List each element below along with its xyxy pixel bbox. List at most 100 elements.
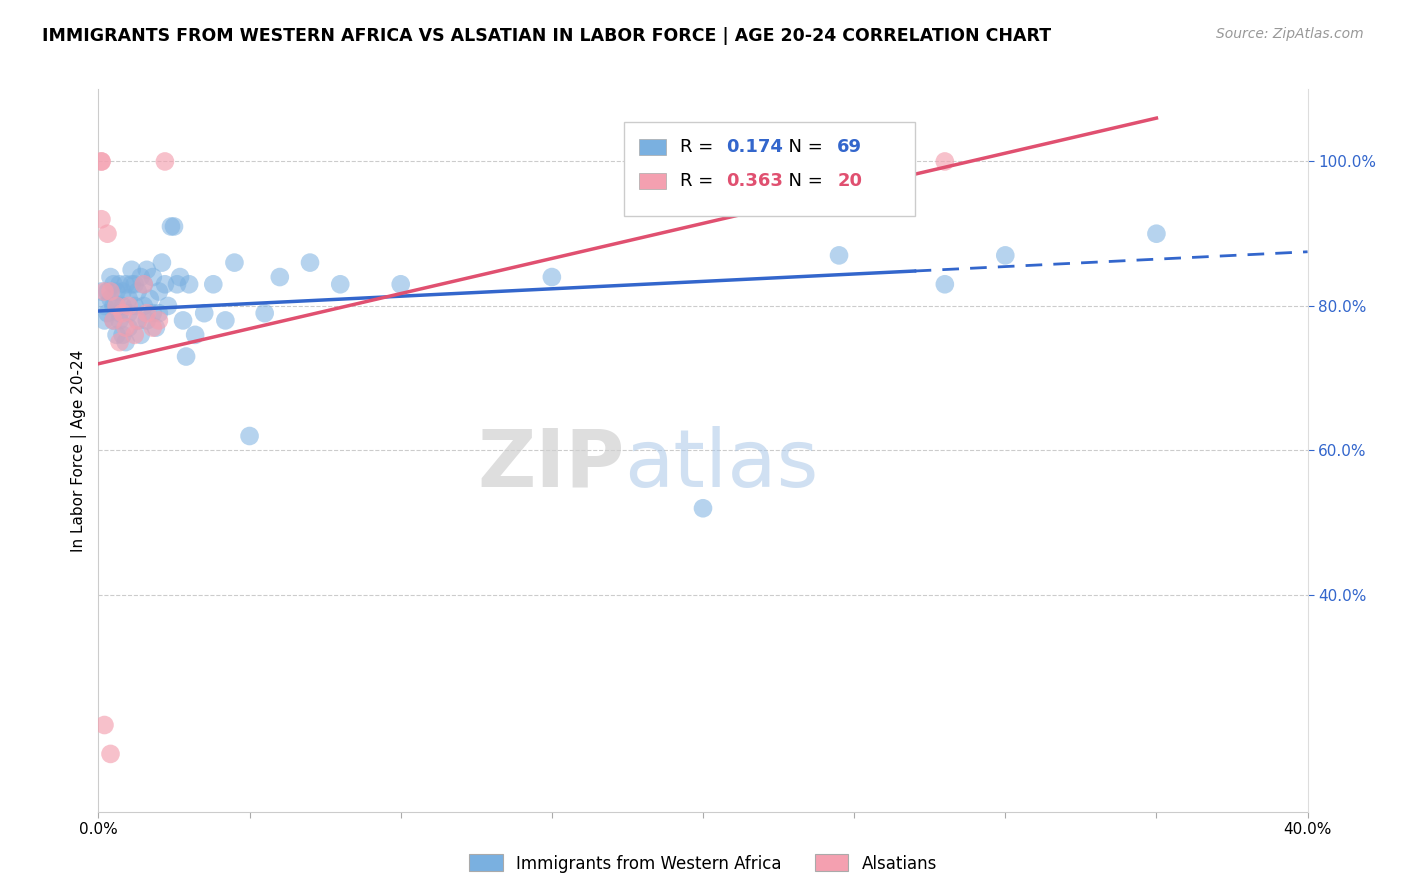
Point [121, 262, 143, 277]
Point [108, 313, 131, 327]
Point [179, 277, 201, 292]
Point [129, 270, 152, 285]
Point [93, 299, 115, 313]
Point [692, 501, 714, 516]
Point [132, 277, 155, 292]
Point [160, 219, 183, 234]
Point [193, 306, 215, 320]
Point [214, 313, 236, 327]
Point [100, 270, 122, 285]
Point [389, 277, 412, 292]
Point [90, 154, 112, 169]
Point [127, 313, 149, 327]
Point [994, 248, 1017, 262]
Point [100, 747, 122, 761]
Point [540, 270, 562, 285]
Point [135, 306, 157, 320]
Point [934, 277, 956, 292]
Point [184, 327, 207, 342]
Point [139, 292, 162, 306]
Point [105, 327, 128, 342]
Point [163, 219, 186, 234]
Point [114, 334, 136, 349]
Point [142, 320, 165, 334]
Point [153, 277, 176, 292]
Point [93, 313, 115, 327]
Point [111, 306, 134, 320]
Point [329, 277, 352, 292]
Point [103, 313, 125, 327]
Point [934, 154, 956, 169]
Point [135, 262, 157, 277]
Point [124, 299, 146, 313]
Point [1144, 227, 1167, 241]
Point [124, 277, 146, 292]
Point [90, 285, 112, 299]
Point [96, 285, 118, 299]
Point [118, 320, 141, 334]
Point [108, 277, 131, 292]
Point [114, 277, 136, 292]
Text: 69: 69 [837, 138, 862, 156]
Point [148, 313, 170, 327]
Point [169, 270, 191, 285]
Text: R =: R = [681, 138, 718, 156]
Point [129, 327, 152, 342]
FancyBboxPatch shape [624, 121, 915, 216]
Text: 20: 20 [837, 172, 862, 190]
Text: R =: R = [681, 172, 718, 190]
Point [118, 306, 141, 320]
Point [148, 285, 170, 299]
Point [103, 313, 125, 327]
Point [174, 350, 197, 364]
Point [124, 327, 146, 342]
Y-axis label: In Labor Force | Age 20-24: In Labor Force | Age 20-24 [72, 350, 87, 551]
Point [239, 429, 262, 443]
Point [156, 299, 179, 313]
Point [111, 327, 134, 342]
Point [100, 292, 122, 306]
Text: N =: N = [776, 138, 828, 156]
Point [103, 299, 125, 313]
Point [90, 154, 112, 169]
Point [135, 313, 157, 327]
Point [828, 248, 851, 262]
Point [150, 255, 173, 269]
Point [118, 292, 141, 306]
Point [132, 277, 155, 292]
Point [96, 227, 118, 241]
Point [142, 270, 165, 285]
Point [153, 154, 176, 169]
Point [172, 313, 194, 327]
Point [93, 285, 115, 299]
Point [105, 299, 128, 313]
Point [142, 306, 165, 320]
Text: ZIP: ZIP [477, 425, 624, 504]
Point [253, 306, 276, 320]
Point [132, 299, 155, 313]
Point [127, 285, 149, 299]
Point [299, 255, 322, 269]
Legend: Immigrants from Western Africa, Alsatians: Immigrants from Western Africa, Alsatian… [463, 847, 943, 880]
Point [111, 285, 134, 299]
Point [111, 299, 134, 313]
Text: atlas: atlas [624, 425, 818, 504]
Point [224, 255, 246, 269]
Point [202, 277, 225, 292]
Point [93, 718, 115, 732]
Point [269, 270, 291, 285]
Point [90, 212, 112, 227]
Point [103, 277, 125, 292]
Point [108, 306, 131, 320]
Text: N =: N = [776, 172, 828, 190]
Point [127, 313, 149, 327]
Point [105, 299, 128, 313]
Text: IMMIGRANTS FROM WESTERN AFRICA VS ALSATIAN IN LABOR FORCE | AGE 20-24 CORRELATIO: IMMIGRANTS FROM WESTERN AFRICA VS ALSATI… [42, 27, 1052, 45]
Text: 0.363: 0.363 [725, 172, 783, 190]
Point [108, 334, 131, 349]
FancyBboxPatch shape [638, 139, 665, 155]
Point [145, 320, 167, 334]
Text: 0.174: 0.174 [725, 138, 783, 156]
Point [148, 306, 170, 320]
Text: Source: ZipAtlas.com: Source: ZipAtlas.com [1216, 27, 1364, 41]
